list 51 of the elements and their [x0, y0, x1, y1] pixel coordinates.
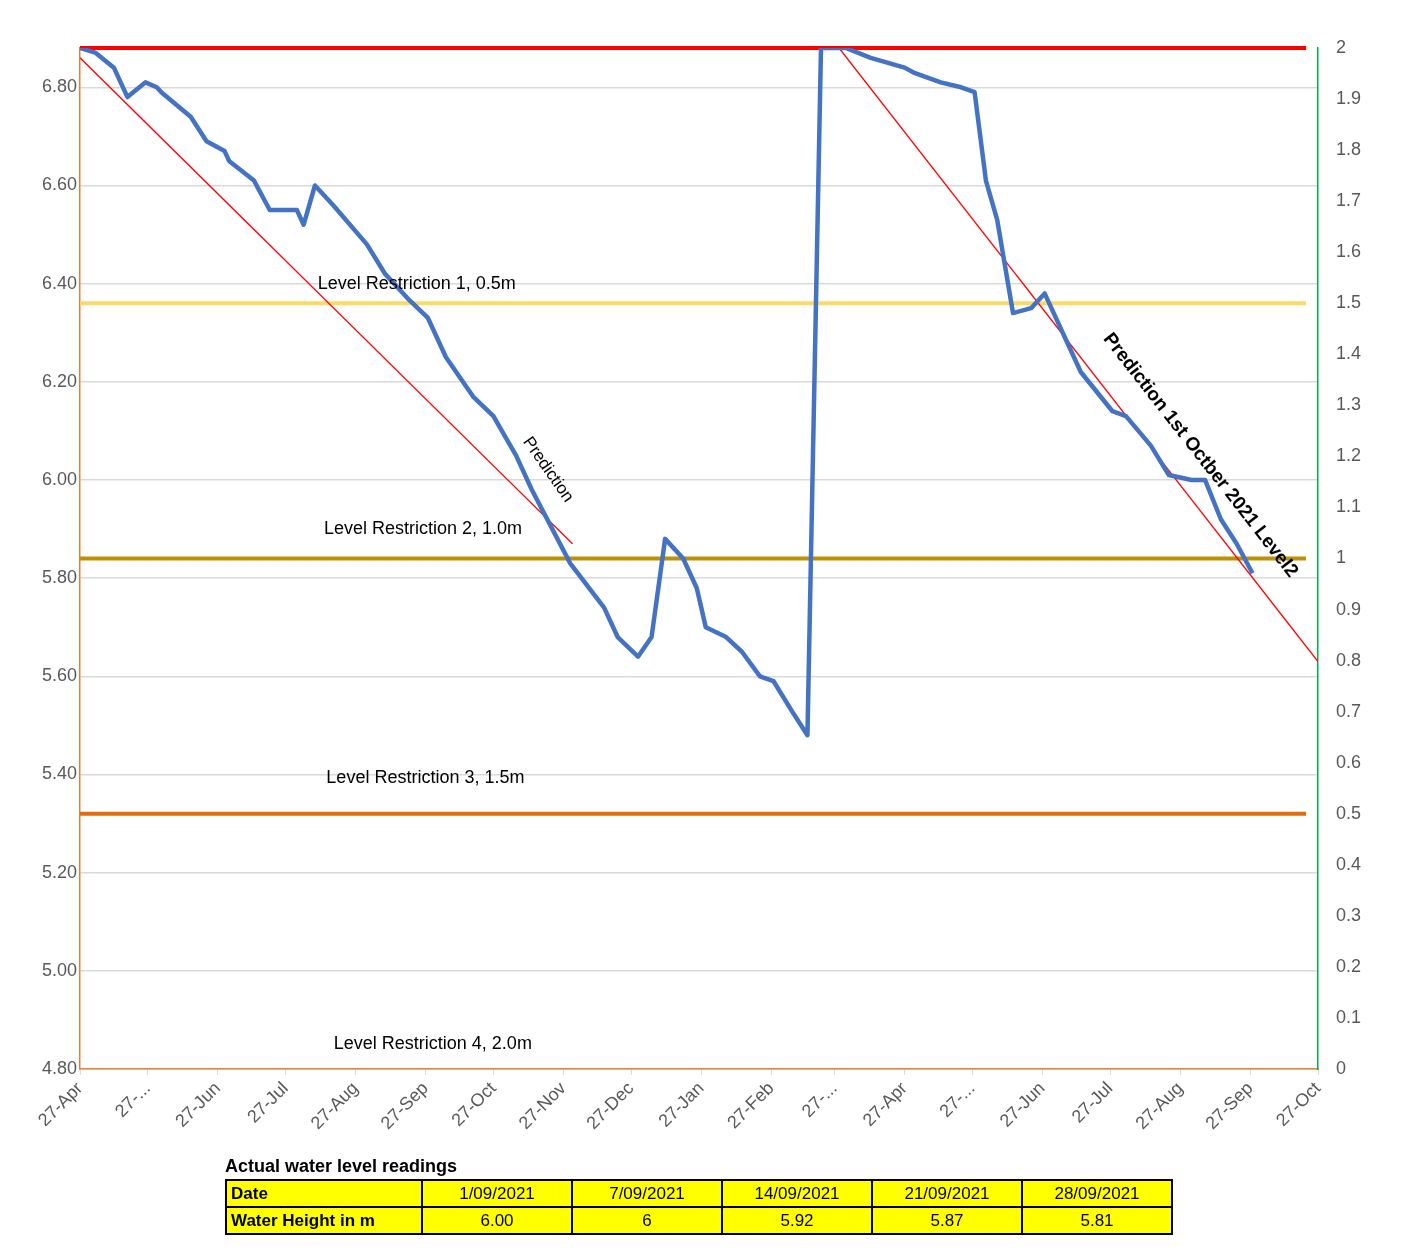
text: 21/09/2021: [872, 1180, 1022, 1207]
y2-tick-label: 0.2: [1336, 955, 1362, 976]
y2-tick-label: 0.8: [1336, 649, 1362, 670]
x-tick-label: 27-...: [935, 1077, 979, 1121]
text: 7/09/2021: [572, 1180, 722, 1207]
y2-tick-label: 1.1: [1336, 496, 1362, 517]
text: 5.92: [722, 1207, 872, 1234]
text: 28/09/2021: [1022, 1180, 1172, 1207]
annotation: Level Restriction 4, 2.0m: [333, 1033, 532, 1054]
y2-tick-label: 0.4: [1336, 853, 1362, 874]
y2-tick-label: 1.3: [1336, 394, 1362, 415]
y-tick-label: 6.20: [41, 370, 77, 391]
x-tick-label: 27-...: [797, 1077, 841, 1121]
y2-tick-label: 1.6: [1336, 241, 1362, 262]
text: 6.00: [422, 1207, 572, 1234]
text: 1/09/2021: [422, 1180, 572, 1207]
y2-tick-label: 0.9: [1336, 598, 1362, 619]
text: Actual water level readings: [225, 1156, 459, 1177]
y-tick-label: 5.60: [41, 665, 77, 686]
text: 6: [572, 1207, 722, 1234]
y-tick-label: 6.80: [41, 76, 77, 97]
y2-tick-label: 0.7: [1336, 700, 1362, 721]
y2-tick-label: 1.2: [1336, 445, 1362, 466]
annotation: Level Restriction 2, 1.0m: [323, 517, 522, 538]
y2-tick-label: 1: [1336, 547, 1347, 568]
y2-tick-label: 1.9: [1336, 88, 1362, 109]
y2-tick-label: 0.1: [1336, 1006, 1362, 1027]
y2-tick-label: 1.8: [1336, 139, 1362, 160]
y2-tick-label: 1.4: [1336, 343, 1362, 364]
text: Date: [226, 1180, 422, 1207]
y-tick-label: 5.80: [41, 567, 77, 588]
x-tick-label: 27-...: [110, 1077, 155, 1121]
y-tick-label: 5.20: [41, 861, 77, 882]
y-tick-label: 6.40: [41, 272, 77, 293]
y2-tick-label: 0.5: [1336, 802, 1362, 823]
y2-tick-label: 0.6: [1336, 751, 1362, 772]
y2-tick-label: 0: [1336, 1057, 1347, 1078]
y2-tick-label: 1.5: [1336, 292, 1362, 313]
y2-tick-label: 0.3: [1336, 904, 1362, 925]
y-tick-label: 4.80: [41, 1057, 77, 1078]
text: 5.81: [1022, 1207, 1172, 1234]
text: 5.87: [872, 1207, 1022, 1234]
y-tick-label: 5.00: [41, 959, 77, 980]
y2-tick-label: 2: [1336, 36, 1347, 57]
y-tick-label: 6.60: [41, 174, 77, 195]
text: 14/09/2021: [722, 1180, 872, 1207]
y2-tick-label: 1.7: [1336, 190, 1362, 211]
y-tick-label: 5.40: [41, 763, 77, 784]
text: Water Height in m: [226, 1207, 422, 1234]
annotation: Level Restriction 3, 1.5m: [326, 766, 525, 787]
y-tick-label: 6.00: [41, 468, 77, 489]
